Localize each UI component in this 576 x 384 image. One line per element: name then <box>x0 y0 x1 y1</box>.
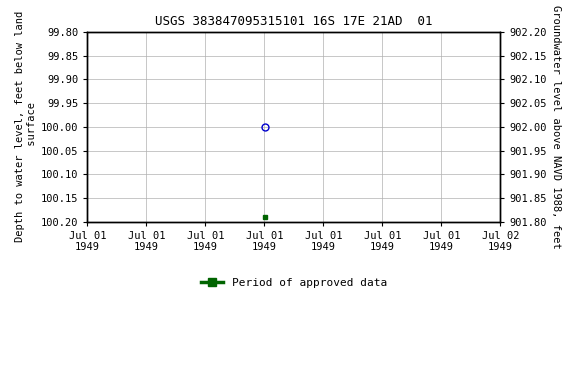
Y-axis label: Groundwater level above NAVD 1988, feet: Groundwater level above NAVD 1988, feet <box>551 5 561 249</box>
Title: USGS 383847095315101 16S 17E 21AD  01: USGS 383847095315101 16S 17E 21AD 01 <box>155 15 433 28</box>
Y-axis label: Depth to water level, feet below land
 surface: Depth to water level, feet below land su… <box>15 11 37 242</box>
Legend: Period of approved data: Period of approved data <box>196 273 392 292</box>
